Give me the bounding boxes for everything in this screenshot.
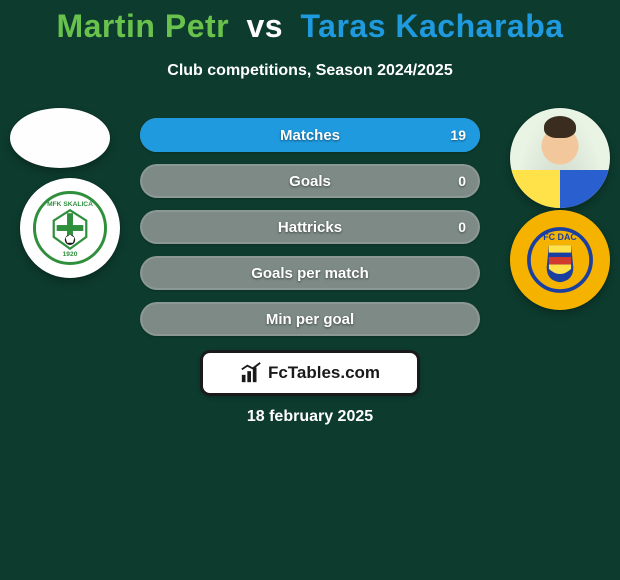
stat-bar: Goals per match <box>140 256 480 290</box>
player1-avatar <box>10 108 110 168</box>
watermark-text: FcTables.com <box>268 363 380 383</box>
stat-bar-label: Goals <box>140 164 480 198</box>
subtitle: Club competitions, Season 2024/2025 <box>0 62 620 80</box>
player2-club-crest: FC DAC <box>510 210 610 310</box>
title-vs: vs <box>247 8 284 44</box>
stat-bars: Matches19Goals0Hattricks0Goals per match… <box>140 118 480 336</box>
player2-avatar <box>510 108 610 208</box>
player1-club-crest: MFK SKALICA 1920 <box>20 178 120 278</box>
stat-bar: Goals0 <box>140 164 480 198</box>
title-player1: Martin Petr <box>56 8 229 44</box>
svg-text:MFK SKALICA: MFK SKALICA <box>47 201 93 208</box>
stat-bar-label: Hattricks <box>140 210 480 244</box>
stat-bar: Hattricks0 <box>140 210 480 244</box>
card-date: 18 february 2025 <box>0 408 620 426</box>
svg-text:FC DAC: FC DAC <box>543 232 577 242</box>
stat-bar-label: Min per goal <box>140 302 480 336</box>
stat-bar-value-right: 0 <box>444 210 480 244</box>
stat-bar: Min per goal <box>140 302 480 336</box>
stat-bar: Matches19 <box>140 118 480 152</box>
bar-chart-icon <box>240 362 262 384</box>
watermark: FcTables.com <box>200 350 420 396</box>
svg-text:1920: 1920 <box>63 251 78 258</box>
title-player2: Taras Kacharaba <box>300 8 563 44</box>
stat-bar-value-right: 0 <box>444 164 480 198</box>
stat-bar-fill-right <box>140 118 480 152</box>
dac-crest-icon: FC DAC <box>523 223 597 297</box>
skalica-crest-icon: MFK SKALICA 1920 <box>33 191 107 265</box>
comparison-card: Martin Petr vs Taras Kacharaba Club comp… <box>0 0 620 580</box>
page-title: Martin Petr vs Taras Kacharaba <box>0 8 620 45</box>
player2-avatar-placeholder <box>510 108 610 208</box>
stat-bar-label: Goals per match <box>140 256 480 290</box>
